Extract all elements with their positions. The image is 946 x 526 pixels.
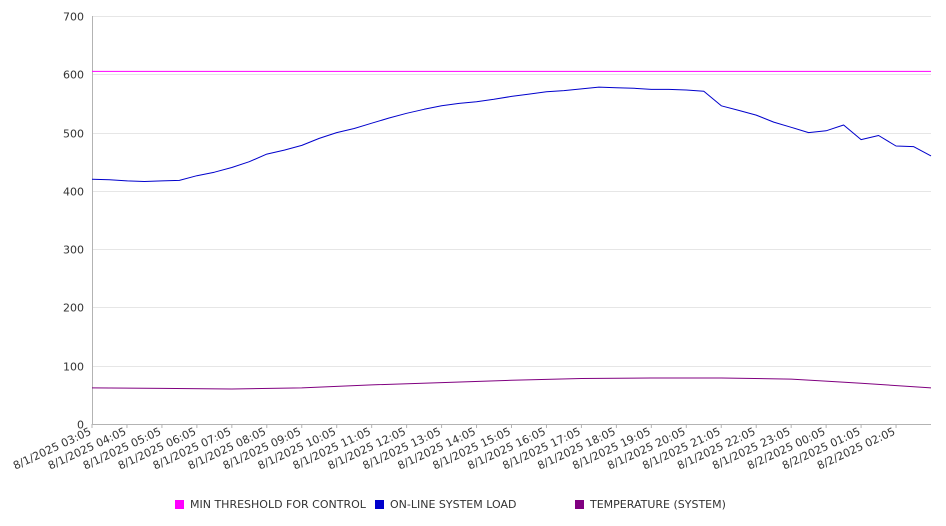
legend-item-system-load[interactable]: ON-LINE SYSTEM LOAD	[375, 498, 516, 511]
series-lines	[91, 70, 932, 390]
y-tick-label-500: 500	[63, 128, 84, 141]
legend-item-threshold[interactable]: MIN THRESHOLD FOR CONTROL	[175, 498, 366, 511]
axes	[91, 16, 931, 428]
y-tick-label-100: 100	[63, 361, 84, 374]
legend-label-temperature: TEMPERATURE (SYSTEM)	[590, 498, 726, 511]
legend-item-temperature[interactable]: TEMPERATURE (SYSTEM)	[575, 498, 726, 511]
y-tick-label-400: 400	[63, 186, 84, 199]
legend-label-threshold: MIN THRESHOLD FOR CONTROL	[190, 498, 366, 511]
series-line-temperature	[91, 377, 932, 390]
y-tick-label-600: 600	[63, 69, 84, 82]
grid-lines	[92, 16, 931, 425]
legend-swatch-threshold	[175, 500, 184, 509]
y-tick-label-300: 300	[63, 244, 84, 257]
legend-label-system-load: ON-LINE SYSTEM LOAD	[390, 498, 517, 511]
y-tick-label-200: 200	[63, 302, 84, 315]
y-tick-labels: 0 100 200 300 400 500 600 700	[63, 11, 84, 432]
y-tick-label-0: 0	[77, 419, 84, 432]
legend-swatch-temperature	[575, 500, 584, 509]
legend: MIN THRESHOLD FOR CONTROL ON-LINE SYSTEM…	[175, 498, 935, 514]
legend-swatch-system-load	[375, 500, 384, 509]
y-tick-label-700: 700	[63, 11, 84, 24]
series-line-system-load	[91, 86, 932, 182]
x-tick-labels: 8/1/2025 03:058/1/2025 04:058/1/2025 05:…	[11, 425, 897, 473]
